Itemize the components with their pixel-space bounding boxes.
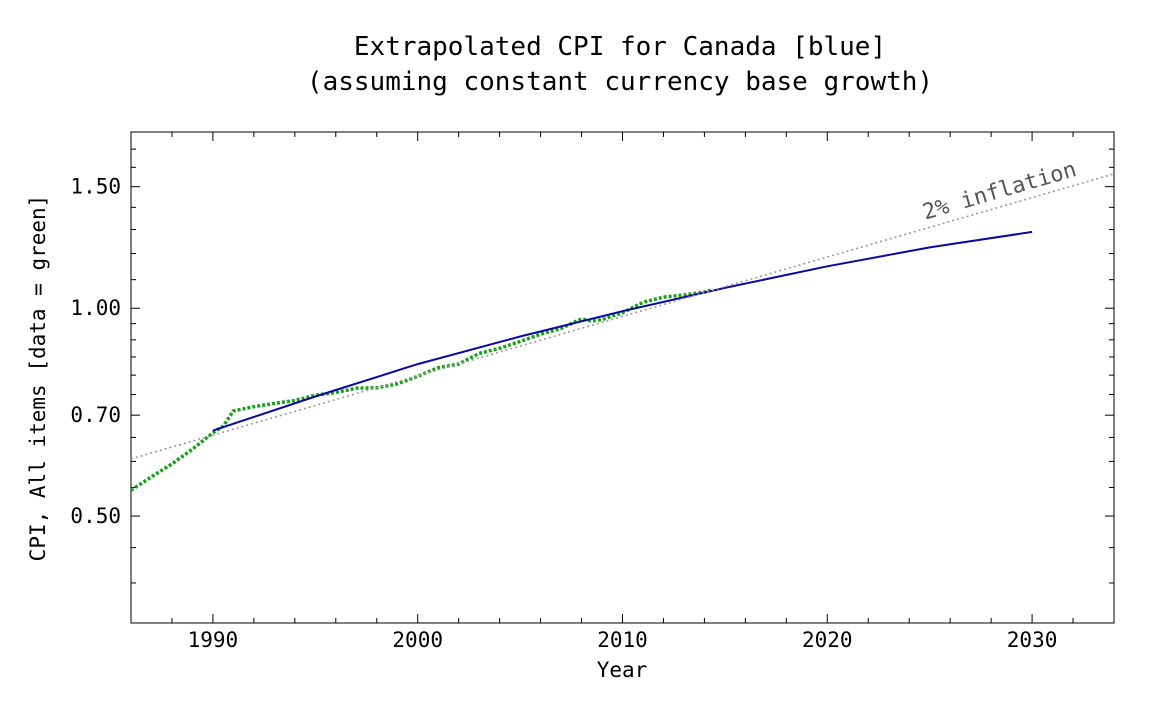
chart-title-line-1: Extrapolated CPI for Canada [blue] <box>354 32 886 62</box>
inflation-annotation: 2% inflation <box>920 157 1080 225</box>
tick-labels: 1990 2000 2010 2020 2030 0.50 0.70 1.00 1.50 <box>70 175 1057 652</box>
x-tick-label: 2020 <box>802 628 853 652</box>
x-tick-label: 2010 <box>597 628 648 652</box>
y-tick-label: 0.50 <box>70 504 121 528</box>
reference-series-line <box>130 173 1115 460</box>
axis-ticks <box>130 132 1115 623</box>
data-series-line <box>130 288 712 492</box>
y-tick-label: 1.00 <box>70 296 121 320</box>
x-tick-label: 2000 <box>392 628 443 652</box>
x-tick-label: 2030 <box>1007 628 1058 652</box>
y-axis-label: CPI, All items [data = green] <box>26 195 50 562</box>
series-group <box>130 173 1115 492</box>
x-tick-label: 1990 <box>188 628 239 652</box>
y-tick-label: 0.70 <box>70 403 121 427</box>
y-tick-label: 1.50 <box>70 175 121 199</box>
chart-title-line-2: (assuming constant currency base growth) <box>307 67 933 97</box>
x-axis-label: Year <box>597 658 648 682</box>
extrapolated-series-line <box>212 230 1033 432</box>
